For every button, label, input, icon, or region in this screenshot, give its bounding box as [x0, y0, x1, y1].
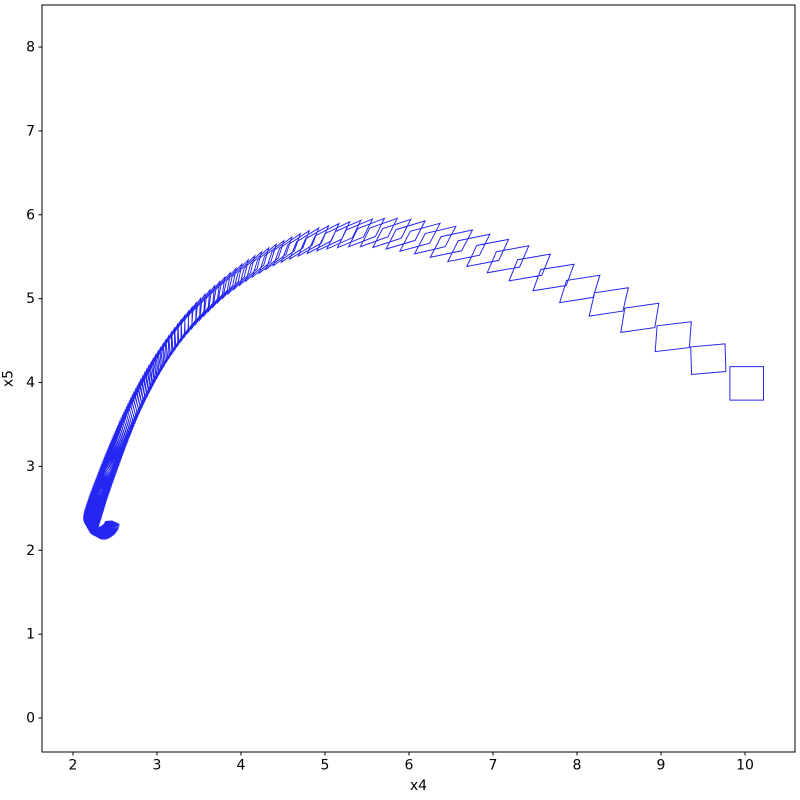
x-tick-label: 5	[321, 758, 330, 774]
y-tick-label: 4	[26, 375, 35, 391]
y-tick-label: 0	[26, 711, 35, 727]
y-axis-ticks: 0 1 2 3 4 5 6 7 8	[26, 40, 42, 727]
y-tick-label: 7	[26, 123, 35, 139]
y-axis-label: x5	[1, 370, 17, 387]
x-tick-label: 3	[153, 758, 162, 774]
y-tick-label: 3	[26, 459, 35, 475]
axes-frame	[41, 4, 796, 753]
x-tick-label: 4	[237, 758, 246, 774]
reachable-sets-layer	[82, 217, 764, 540]
x-tick-label: 8	[573, 758, 582, 774]
x-axis-label: x4	[410, 778, 427, 794]
x-tick-label: 2	[69, 758, 78, 774]
y-tick-label: 6	[26, 207, 35, 223]
x-tick-label: 9	[657, 758, 666, 774]
y-tick-label: 1	[26, 627, 35, 643]
x-tick-label: 10	[736, 758, 754, 774]
x-tick-label: 6	[405, 758, 414, 774]
y-tick-label: 8	[26, 40, 35, 56]
y-tick-label: 2	[26, 543, 35, 559]
x-tick-label: 7	[489, 758, 498, 774]
reachable-set-patch-chain	[82, 217, 764, 540]
x-axis-ticks: 2 3 4 5 6 7 8 9 10	[69, 752, 754, 774]
y-tick-label: 5	[26, 291, 35, 307]
